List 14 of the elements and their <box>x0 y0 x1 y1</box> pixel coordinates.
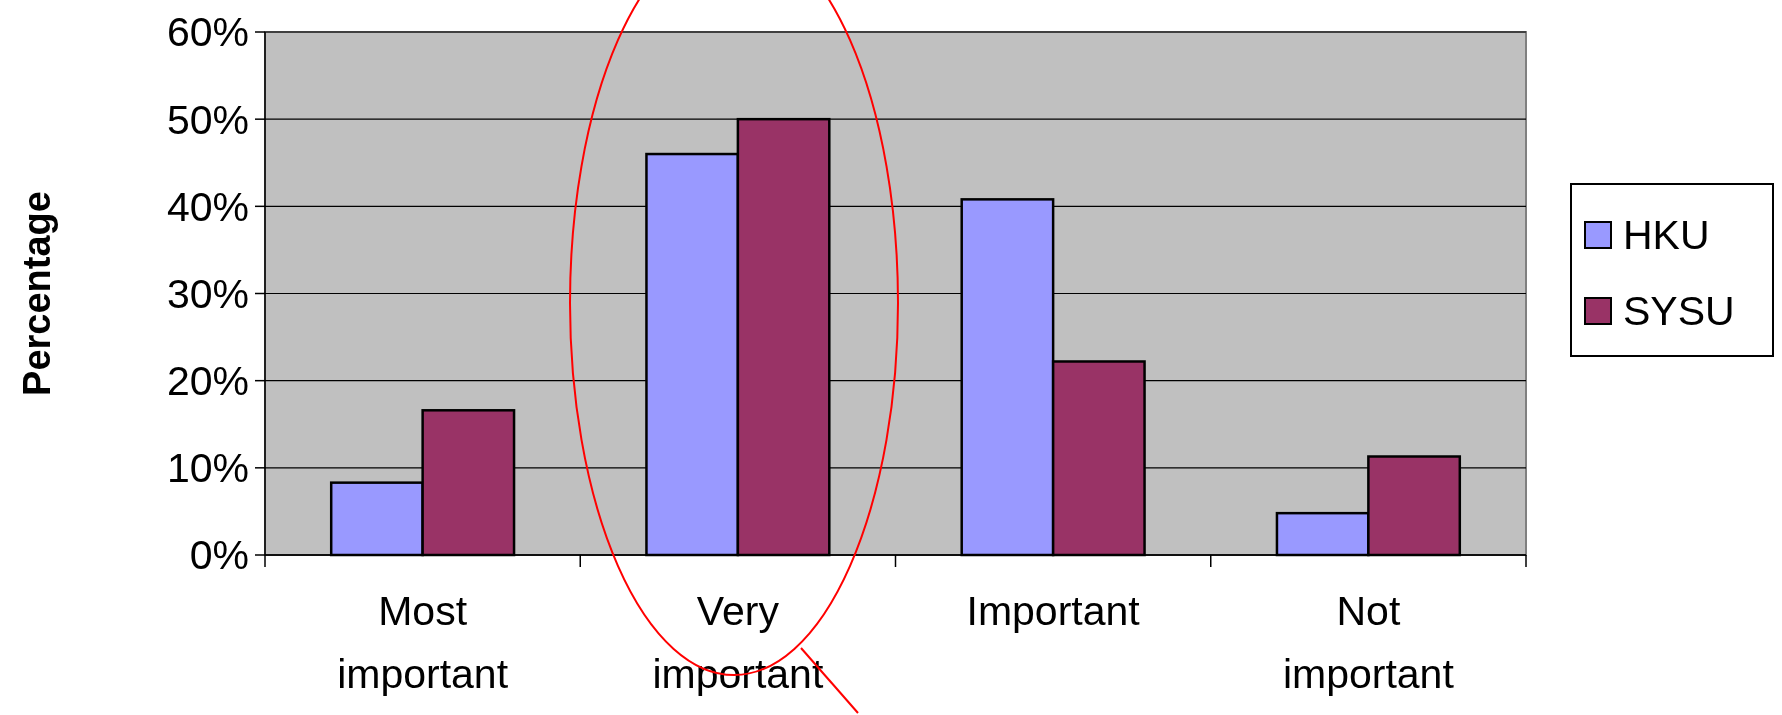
x-tick-label: Most important <box>337 588 509 697</box>
y-tick-label: 50% <box>166 96 249 143</box>
x-tick-label: Not important <box>1282 588 1455 697</box>
x-tick-label: Very important <box>652 588 824 697</box>
legend-label: SYSU <box>1623 288 1735 335</box>
y-axis-title: Percentage <box>16 191 58 396</box>
y-tick-label: 20% <box>166 358 249 405</box>
x-tick-label: Important <box>966 588 1141 634</box>
y-tick-label: 0% <box>189 532 249 579</box>
y-tick-label: 60% <box>166 9 249 56</box>
y-tick-label: 10% <box>166 445 249 492</box>
legend-label: HKU <box>1623 212 1710 259</box>
y-tick-label: 30% <box>166 270 249 317</box>
y-tick-label: 40% <box>166 183 249 230</box>
